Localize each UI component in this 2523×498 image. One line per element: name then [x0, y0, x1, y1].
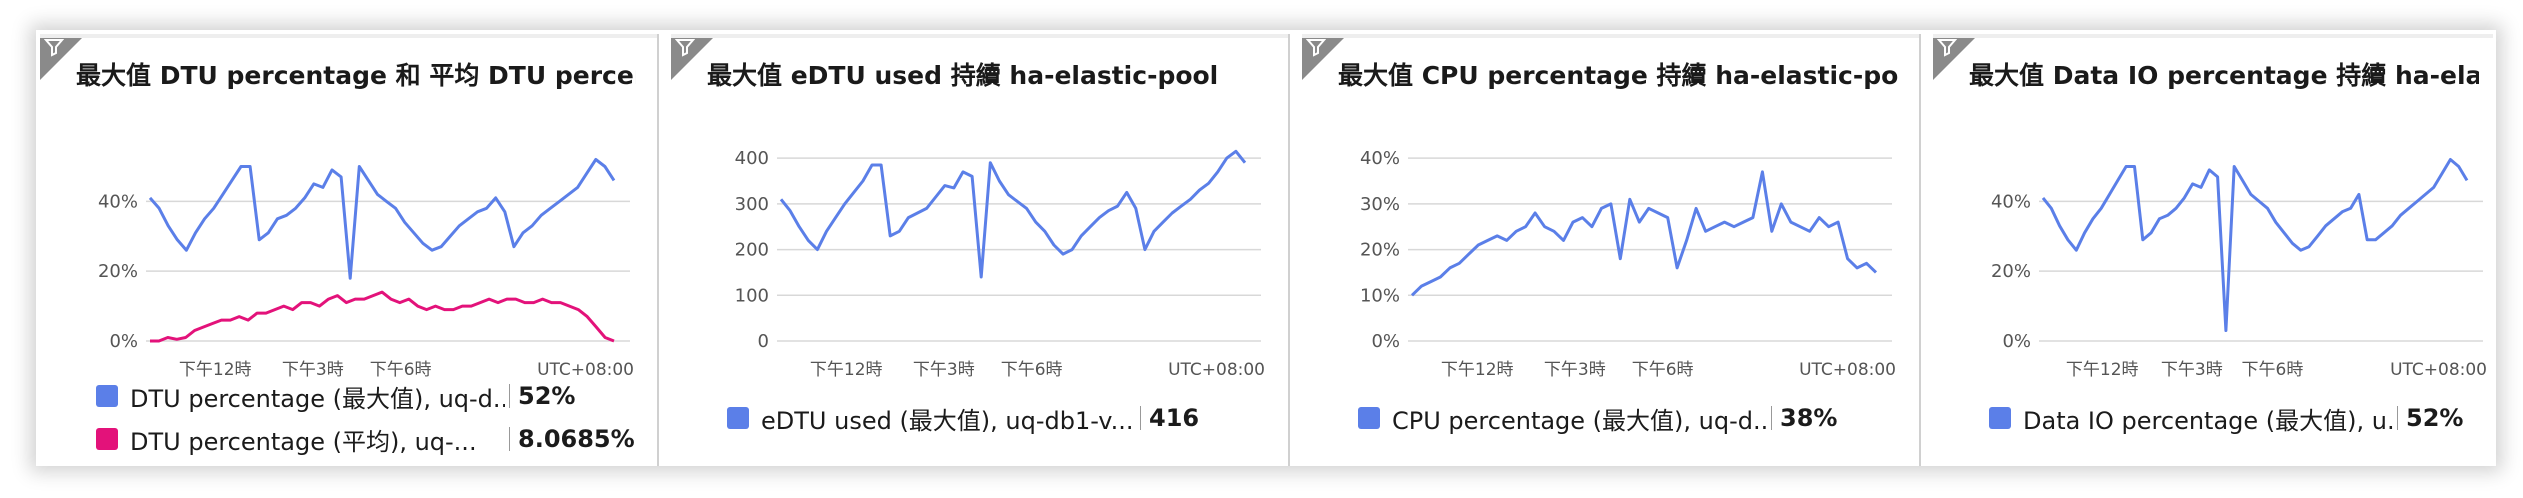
y-tick-label: 100 — [735, 285, 769, 306]
x-tick-labels: 下午12時 下午3時 下午6時 UTC+08:00 — [179, 360, 634, 380]
x-tick-label: 下午6時 — [1632, 360, 1694, 380]
legend-label: CPU percentage (最大值), uq-d... — [1392, 406, 1767, 435]
x-tick-label: 下午3時 — [913, 360, 975, 380]
y-tick-label: 300 — [735, 194, 769, 215]
y-tick-label: 0% — [2002, 331, 2031, 352]
filter-corner[interactable] — [1933, 34, 1979, 80]
tile-title: 最大值 Data IO percentage 持續 ha-elastic-... — [1969, 61, 2479, 90]
x-tick-label: 下午3時 — [2161, 360, 2223, 380]
line-chart: 400 300 200 100 0 下午12時 下午3時 下午6時 UTC+08:00 — [735, 148, 1265, 380]
y-tick-label: 20% — [1360, 240, 1400, 261]
y-tick-label: 30% — [1360, 194, 1400, 215]
y-tick-label: 20% — [1991, 261, 2031, 282]
legend-label: DTU percentage (平均), uq-... — [130, 427, 477, 456]
grid — [777, 157, 1261, 342]
grid — [2039, 200, 2483, 342]
x-tick-label: 下午12時 — [1441, 360, 1514, 380]
metric-tile-edtu[interactable]: 最大值 eDTU used 持續 ha-elastic-pool 400 300 2… — [671, 34, 1290, 466]
x-tick-label: 下午6時 — [1001, 360, 1063, 380]
legend-value: 52% — [518, 382, 576, 410]
legend-item[interactable]: DTU percentage (最大值), uq-d... 52% — [96, 380, 576, 413]
y-tick-label: 200 — [735, 240, 769, 261]
line-chart: 40% 20% 0% 下午12時 下午3時 下午6時 UTC+08:00 — [1991, 158, 2487, 380]
filter-corner[interactable] — [40, 34, 86, 80]
legend-divider — [509, 384, 510, 408]
y-tick-label: 400 — [735, 148, 769, 169]
legend-divider — [1771, 406, 1772, 430]
legend-swatch — [727, 407, 749, 429]
x-tick-label: 下午3時 — [282, 360, 344, 380]
timezone-label: UTC+08:00 — [2390, 360, 2487, 380]
line-chart: 40% 30% 20% 10% 0% 下午12時 下午3時 下午6時 UTC+08:00 — [1360, 148, 1896, 380]
tile-title: 最大值 DTU percentage 和 平均 DTU percen... — [76, 61, 636, 90]
metric-tile-data-io[interactable]: 最大值 Data IO percentage 持續 ha-elastic-...… — [1933, 34, 2493, 466]
timezone-label: UTC+08:00 — [1799, 360, 1896, 380]
line-chart: 40% 20% 0% 下午12時 下午3時 下午6時 UTC+08:00 — [98, 158, 634, 380]
y-tick-labels: 400 300 200 100 0 — [735, 148, 769, 352]
x-tick-labels: 下午12時 下午3時 下午6時 UTC+08:00 — [1441, 360, 1896, 380]
y-tick-label: 40% — [1360, 148, 1400, 169]
x-tick-label: 下午6時 — [2242, 360, 2304, 380]
y-tick-label: 0% — [109, 331, 138, 352]
x-tick-labels: 下午12時 下午3時 下午6時 UTC+08:00 — [2066, 360, 2487, 380]
legend-divider — [2397, 406, 2398, 430]
y-tick-label: 10% — [1360, 285, 1400, 306]
timezone-label: UTC+08:00 — [537, 360, 634, 380]
legend-item[interactable]: CPU percentage (最大值), uq-d... 38% — [1358, 402, 1838, 435]
legend-swatch — [1989, 407, 2011, 429]
filter-icon[interactable] — [675, 37, 695, 57]
legend-swatch — [96, 385, 118, 407]
legend-item[interactable]: Data IO percentage (最大值), u... 52% — [1989, 402, 2464, 435]
series-line — [148, 158, 616, 280]
y-tick-labels: 40% 20% 0% — [98, 191, 138, 352]
y-tick-labels: 40% 20% 0% — [1991, 191, 2031, 352]
metric-tile-dtu[interactable]: 最大值 DTU percentage 和 平均 DTU percen... 40… — [40, 34, 659, 466]
x-tick-label: 下午12時 — [810, 360, 883, 380]
legend-divider — [1140, 406, 1141, 430]
series-lines — [1410, 170, 1878, 297]
filter-corner[interactable] — [671, 34, 717, 80]
legend-label: eDTU used (最大值), uq-db1-v... — [761, 406, 1134, 435]
series-lines — [148, 158, 616, 343]
filter-icon[interactable] — [44, 37, 64, 57]
legend-swatch — [1358, 407, 1380, 429]
filter-corner[interactable] — [1302, 34, 1348, 80]
series-line — [779, 149, 1247, 279]
legend-label: DTU percentage (最大值), uq-d... — [130, 384, 505, 413]
y-tick-label: 40% — [1991, 191, 2031, 212]
legend-value: 38% — [1780, 404, 1838, 432]
y-tick-label: 40% — [98, 191, 138, 212]
grid — [1408, 157, 1892, 342]
x-tick-label: 下午3時 — [1544, 360, 1606, 380]
tile-title: 最大值 eDTU used 持續 ha-elastic-pool — [707, 61, 1219, 90]
legend-divider — [509, 427, 510, 451]
tile-title: 最大值 CPU percentage 持續 ha-elastic-pool — [1338, 61, 1898, 90]
series-line — [1410, 170, 1878, 297]
legend-item[interactable]: eDTU used (最大值), uq-db1-v... 416 — [727, 402, 1200, 435]
series-line — [150, 290, 615, 343]
series-lines — [779, 149, 1247, 279]
x-tick-label: 下午12時 — [2066, 360, 2139, 380]
x-tick-labels: 下午12時 下午3時 下午6時 UTC+08:00 — [810, 360, 1265, 380]
legend-label: Data IO percentage (最大值), u... — [2023, 406, 2393, 435]
legend-value: 8.0685% — [518, 425, 635, 453]
legend-value: 416 — [1149, 404, 1200, 432]
filter-icon[interactable] — [1306, 37, 1326, 57]
series-line — [2041, 158, 2469, 332]
y-tick-labels: 40% 30% 20% 10% 0% — [1360, 148, 1400, 352]
x-tick-label: 下午12時 — [179, 360, 252, 380]
y-tick-label: 0 — [758, 331, 769, 352]
y-tick-label: 20% — [98, 261, 138, 282]
filter-icon[interactable] — [1937, 37, 1957, 57]
legend-swatch — [96, 428, 118, 450]
series-lines — [2041, 158, 2469, 332]
x-tick-label: 下午6時 — [370, 360, 432, 380]
y-tick-label: 0% — [1371, 331, 1400, 352]
legend-value: 52% — [2406, 404, 2464, 432]
timezone-label: UTC+08:00 — [1168, 360, 1265, 380]
metric-tile-cpu[interactable]: 最大值 CPU percentage 持續 ha-elastic-pool 40… — [1302, 34, 1921, 466]
legend-item[interactable]: DTU percentage (平均), uq-... 8.0685% — [96, 423, 635, 456]
